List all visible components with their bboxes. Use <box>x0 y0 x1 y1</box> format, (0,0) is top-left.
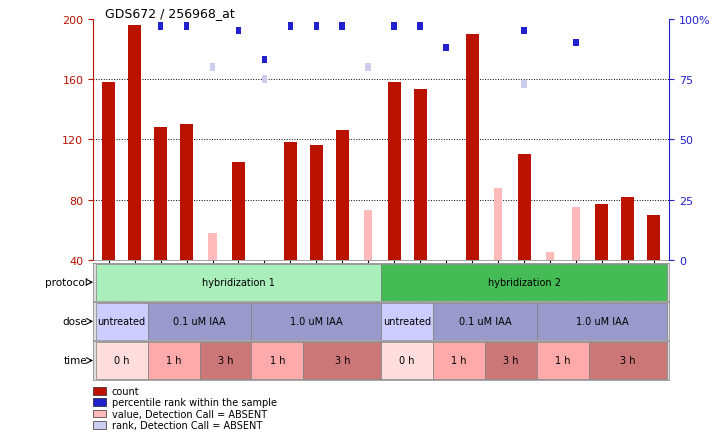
Bar <box>96 303 147 340</box>
Text: 0 h: 0 h <box>114 356 130 365</box>
Text: 1.0 uM IAA: 1.0 uM IAA <box>290 317 343 326</box>
Text: GDS672 / 256968_at: GDS672 / 256968_at <box>105 7 234 20</box>
Bar <box>537 303 667 340</box>
Bar <box>236 28 241 35</box>
Bar <box>365 64 371 72</box>
Text: 1 h: 1 h <box>166 356 181 365</box>
Text: time: time <box>64 356 87 365</box>
Text: 0.1 uM IAA: 0.1 uM IAA <box>173 317 226 326</box>
Bar <box>339 23 345 30</box>
Bar <box>572 208 580 260</box>
Bar <box>251 303 381 340</box>
Bar <box>180 125 193 260</box>
Bar <box>647 215 660 260</box>
Bar <box>465 35 478 260</box>
Bar <box>128 26 141 260</box>
Bar <box>433 342 485 379</box>
Bar <box>364 211 372 260</box>
Bar <box>537 342 589 379</box>
Bar <box>251 342 304 379</box>
Text: 3 h: 3 h <box>620 356 636 365</box>
Bar <box>621 197 634 260</box>
Bar <box>494 188 502 260</box>
Bar <box>443 45 449 52</box>
Bar <box>573 40 579 47</box>
Text: value, Detection Call = ABSENT: value, Detection Call = ABSENT <box>112 409 267 418</box>
Bar <box>200 342 251 379</box>
Text: 1.0 uM IAA: 1.0 uM IAA <box>576 317 628 326</box>
Text: 3 h: 3 h <box>503 356 519 365</box>
Bar <box>208 233 217 260</box>
Bar <box>414 90 427 260</box>
Bar <box>102 83 115 260</box>
Text: untreated: untreated <box>97 317 145 326</box>
Text: rank, Detection Call = ABSENT: rank, Detection Call = ABSENT <box>112 420 262 430</box>
Text: untreated: untreated <box>383 317 431 326</box>
Bar <box>261 76 267 83</box>
Text: 3 h: 3 h <box>218 356 233 365</box>
Bar <box>314 23 319 30</box>
Text: hybridization 2: hybridization 2 <box>488 278 561 287</box>
Text: 0 h: 0 h <box>400 356 415 365</box>
Text: 0.1 uM IAA: 0.1 uM IAA <box>459 317 511 326</box>
Bar <box>381 264 667 301</box>
Bar <box>336 131 349 260</box>
Bar <box>518 155 531 260</box>
Bar <box>546 253 554 260</box>
Bar <box>106 4 112 11</box>
Bar <box>596 205 609 260</box>
Bar <box>388 83 401 260</box>
Bar <box>381 342 433 379</box>
Text: percentile rank within the sample: percentile rank within the sample <box>112 398 276 407</box>
Text: hybridization 1: hybridization 1 <box>202 278 275 287</box>
Text: 1 h: 1 h <box>270 356 285 365</box>
Text: 1 h: 1 h <box>556 356 571 365</box>
Bar <box>210 64 216 72</box>
Bar <box>304 342 381 379</box>
Text: 3 h: 3 h <box>334 356 350 365</box>
Bar <box>310 146 323 260</box>
Bar <box>261 57 267 64</box>
Text: dose: dose <box>62 317 87 326</box>
Bar <box>96 342 147 379</box>
Text: 1 h: 1 h <box>451 356 467 365</box>
Bar <box>392 23 397 30</box>
Bar <box>154 128 167 260</box>
Bar <box>417 23 423 30</box>
Bar <box>147 303 251 340</box>
Text: count: count <box>112 386 140 396</box>
Bar <box>284 143 297 260</box>
Bar <box>381 303 433 340</box>
Bar <box>158 23 163 30</box>
Bar <box>232 163 245 260</box>
Bar <box>521 28 527 35</box>
Bar <box>147 342 200 379</box>
Text: protocol: protocol <box>44 278 87 287</box>
Bar <box>589 342 667 379</box>
Bar <box>288 23 294 30</box>
Bar <box>485 342 537 379</box>
Bar <box>96 264 381 301</box>
Bar <box>184 23 190 30</box>
Bar <box>521 81 527 89</box>
Bar <box>433 303 537 340</box>
